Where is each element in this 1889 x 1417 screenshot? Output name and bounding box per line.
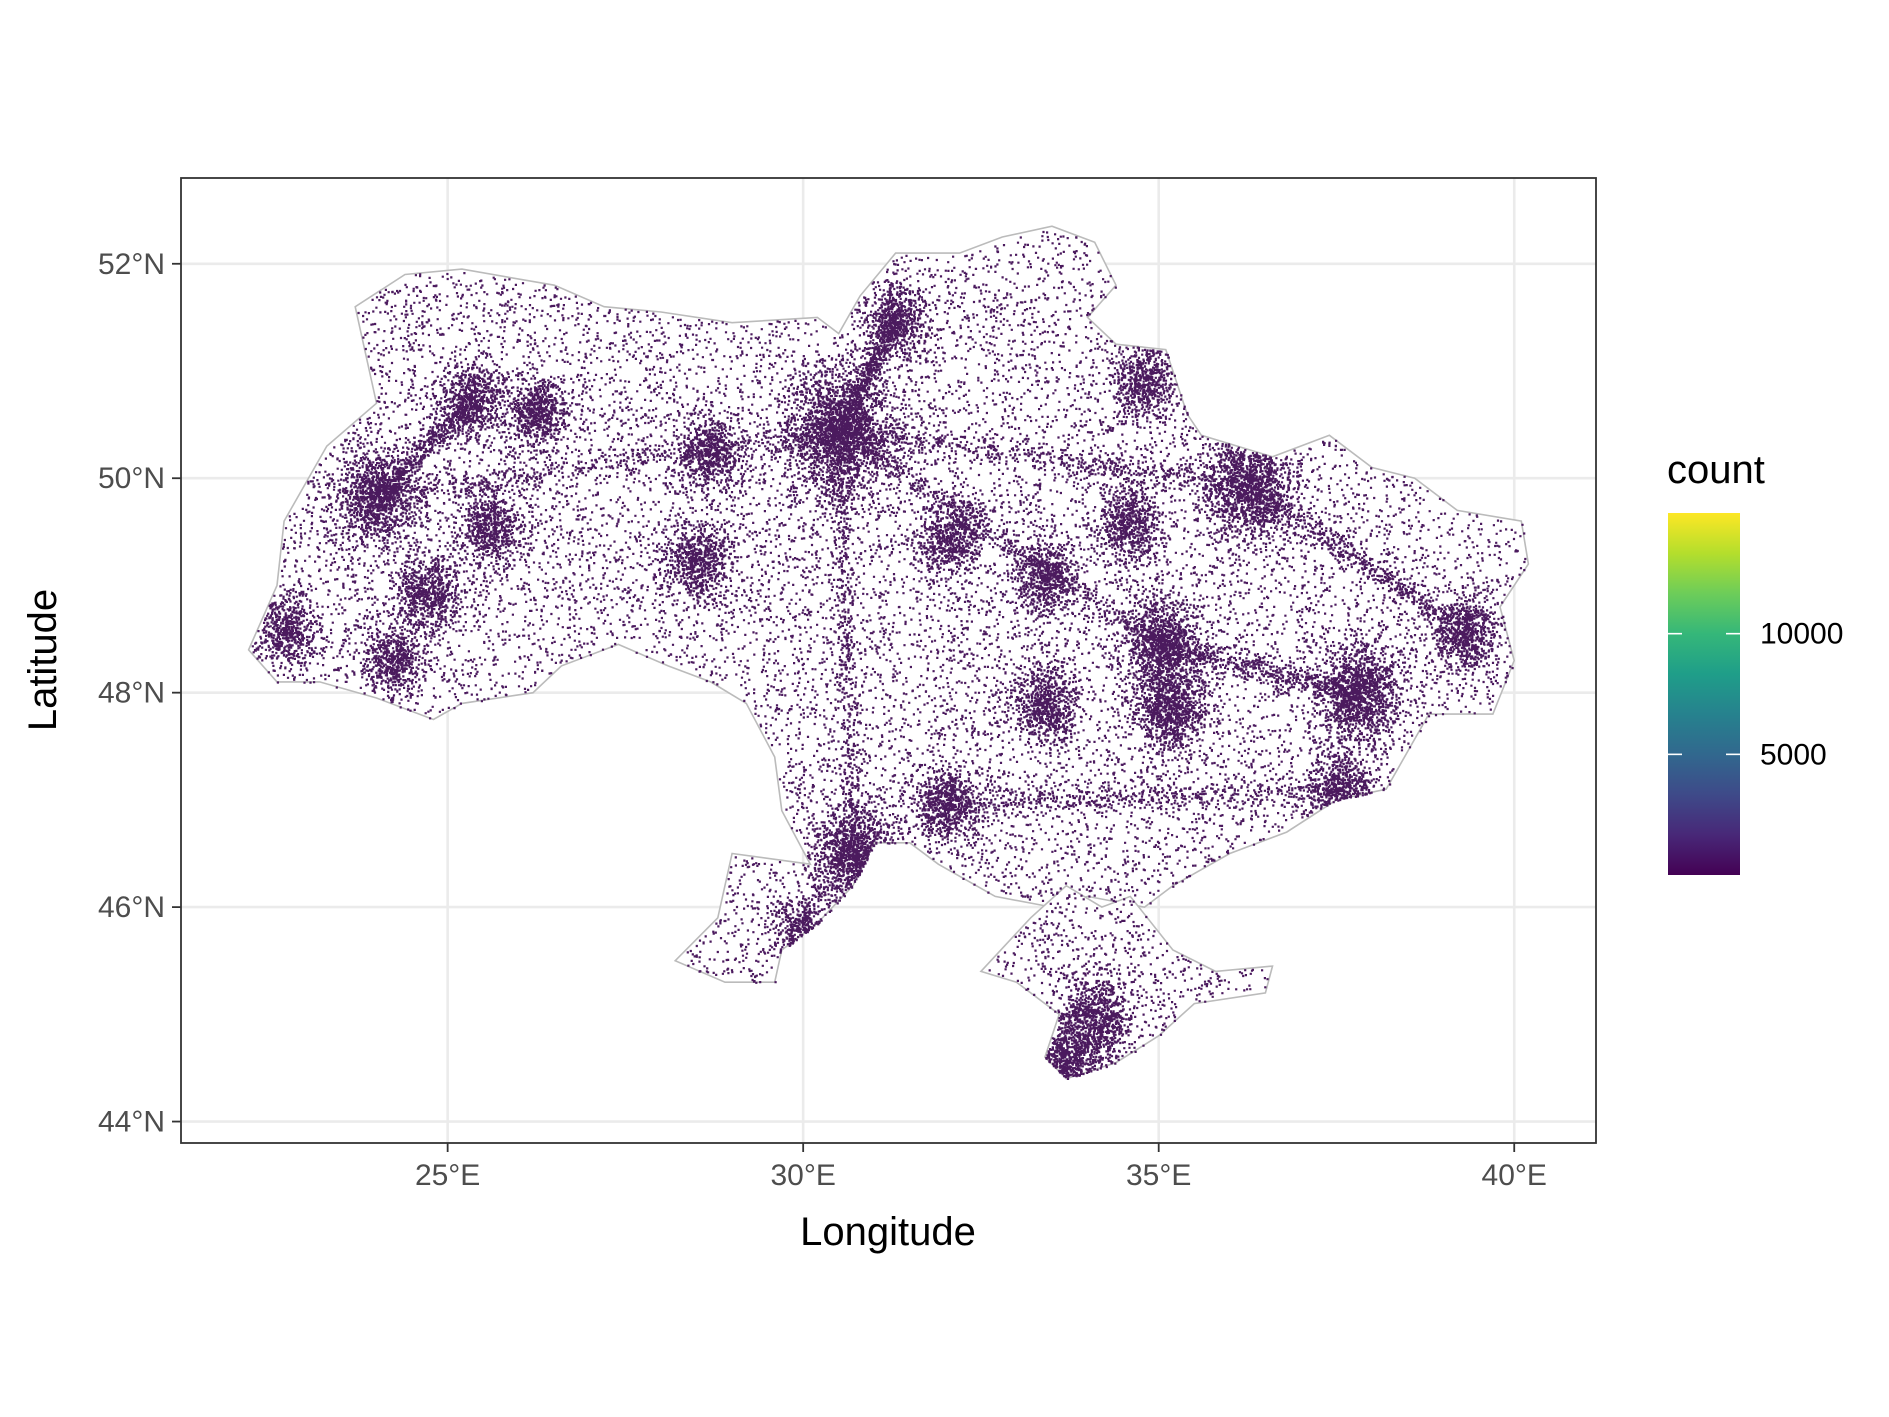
density-points bbox=[251, 230, 1527, 1080]
y-tick-label-1: 46°N bbox=[98, 891, 165, 924]
x-tick-label-2: 35°E bbox=[1126, 1159, 1191, 1192]
y-axis-title: Latitude bbox=[21, 589, 65, 731]
y-axis: 44°N 46°N 48°N 50°N 52°N bbox=[98, 248, 181, 1139]
x-axis-title: Longitude bbox=[800, 1210, 976, 1254]
legend-ticks: 5000 10000 bbox=[1668, 618, 1843, 771]
x-tick-label-1: 30°E bbox=[770, 1159, 835, 1192]
y-tick-label-3: 50°N bbox=[98, 462, 165, 495]
legend-label-1: 10000 bbox=[1760, 618, 1843, 651]
density-layer bbox=[251, 230, 1527, 1080]
legend-label-0: 5000 bbox=[1760, 738, 1827, 771]
y-tick-label-0: 44°N bbox=[98, 1106, 165, 1139]
x-tick-label-0: 25°E bbox=[415, 1159, 480, 1192]
y-tick-label-2: 48°N bbox=[98, 677, 165, 710]
x-tick-label-3: 40°E bbox=[1482, 1159, 1547, 1192]
legend-title: count bbox=[1667, 448, 1765, 492]
legend: count 5000 10000 bbox=[1667, 448, 1843, 875]
y-tick-label-4: 52°N bbox=[98, 248, 165, 281]
x-axis: 25°E 30°E 35°E 40°E bbox=[415, 1143, 1547, 1192]
legend-colorbar bbox=[1668, 513, 1740, 875]
panel-border bbox=[180, 177, 1597, 1144]
